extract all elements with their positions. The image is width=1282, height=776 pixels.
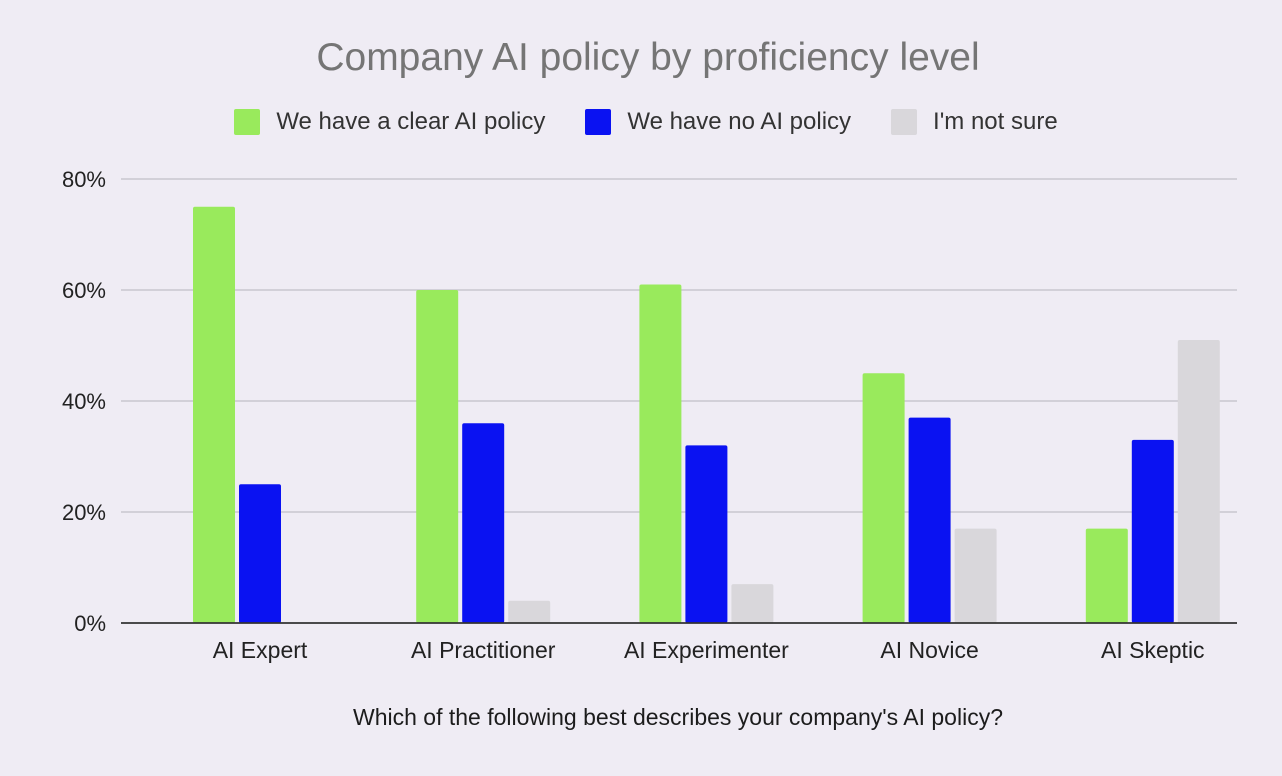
bar [862, 373, 905, 623]
y-tick-label: 0% [74, 611, 106, 636]
x-tick-label: AI Novice [880, 637, 978, 663]
bar [685, 445, 728, 623]
bar [639, 284, 682, 623]
legend-label-not-sure: I'm not sure [933, 108, 1058, 135]
bar [1177, 339, 1220, 623]
bar [731, 584, 774, 623]
legend-swatch-not-sure [891, 109, 918, 135]
y-tick-label: 60% [62, 278, 106, 303]
y-tick-label: 40% [62, 389, 106, 414]
legend-label-clear-policy: We have a clear AI policy [276, 108, 546, 135]
bar [193, 206, 235, 623]
bar [508, 600, 551, 623]
bar [1085, 528, 1128, 623]
bar [462, 423, 505, 623]
legend: We have a clear AI policy We have no AI … [0, 108, 1282, 136]
x-tick-label: AI Experimenter [624, 637, 789, 663]
legend-swatch-clear-policy [234, 109, 261, 135]
y-tick-label: 20% [62, 500, 106, 525]
legend-item-no-policy: We have no AI policy [585, 108, 851, 136]
bar [416, 290, 459, 623]
y-tick-label: 80% [62, 167, 106, 192]
x-axis-title: Which of the following best describes yo… [353, 704, 1003, 730]
legend-swatch-no-policy [585, 109, 612, 135]
legend-label-no-policy: We have no AI policy [627, 108, 852, 135]
bar [908, 417, 951, 623]
x-tick-label: AI Expert [213, 637, 308, 663]
bar [1131, 439, 1174, 623]
legend-item-clear-policy: We have a clear AI policy [234, 108, 545, 136]
x-tick-label: AI Practitioner [411, 637, 556, 663]
chart-title: Company AI policy by proficiency level [316, 36, 980, 79]
x-tick-label: AI Skeptic [1101, 637, 1205, 663]
legend-item-not-sure: I'm not sure [891, 108, 1058, 136]
bar [239, 484, 281, 623]
bar [954, 528, 997, 623]
